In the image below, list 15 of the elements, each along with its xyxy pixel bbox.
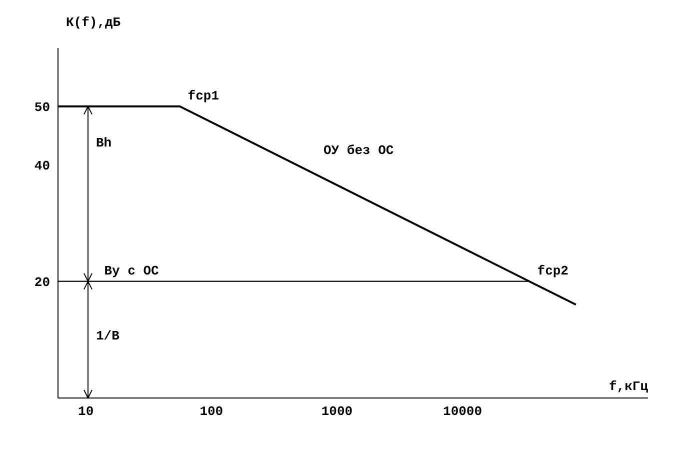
- x-tick-label: 10: [78, 404, 94, 420]
- x-tick-label: 10000: [443, 404, 482, 420]
- x-tick-label: 100: [200, 404, 224, 420]
- x-tick-label: 1000: [321, 404, 353, 420]
- annotation: Ву с ОС: [104, 263, 160, 278]
- y-tick-label: 40: [34, 158, 50, 174]
- annotation: ОУ без ОС: [324, 142, 394, 158]
- y-tick-label: 20: [34, 274, 50, 290]
- x-axis-title: f,кГц: [608, 379, 648, 394]
- annotation: 1/В: [96, 328, 120, 344]
- annotation: Bh: [96, 135, 112, 150]
- y-axis-title: К(f),дБ: [66, 15, 121, 30]
- annotation: fср1: [188, 88, 220, 104]
- annotation: fср2: [537, 263, 569, 278]
- y-tick-label: 50: [34, 100, 50, 115]
